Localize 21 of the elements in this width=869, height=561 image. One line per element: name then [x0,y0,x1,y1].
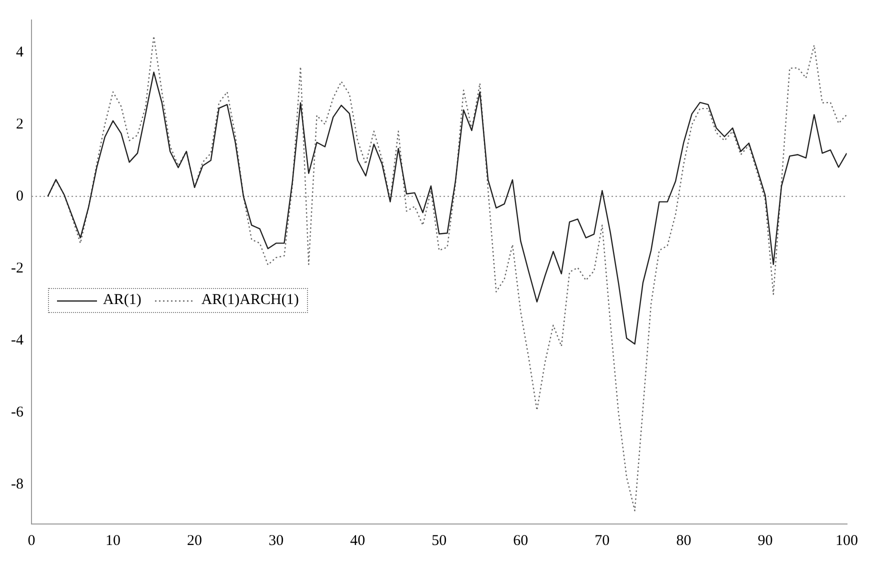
x-tick-label: 90 [758,532,773,549]
y-tick-label: -4 [10,332,24,348]
y-tick-label: -6 [10,404,24,420]
x-tick-label: 10 [106,532,121,549]
x-tick-label: 70 [594,532,610,549]
x-tick-label: 60 [513,532,528,549]
y-tick-label: 4 [16,44,24,60]
y-tick-label: -2 [10,260,24,276]
x-tick-label: 100 [836,532,858,549]
x-tick-label: 40 [350,532,366,549]
x-tick-label: 20 [187,532,202,549]
y-tick-label: 0 [16,188,24,204]
legend-label: AR(1) [103,292,142,309]
y-tick-label: -8 [10,476,24,492]
line-series [47,36,847,512]
legend-label: AR(1)ARCH(1) [201,292,299,309]
x-tick-label: 50 [432,532,447,549]
x-tick-label: 0 [28,532,36,549]
x-tick-label: 80 [676,532,692,549]
x-tick-label: 30 [268,532,284,549]
y-tick-label: 2 [16,116,24,132]
